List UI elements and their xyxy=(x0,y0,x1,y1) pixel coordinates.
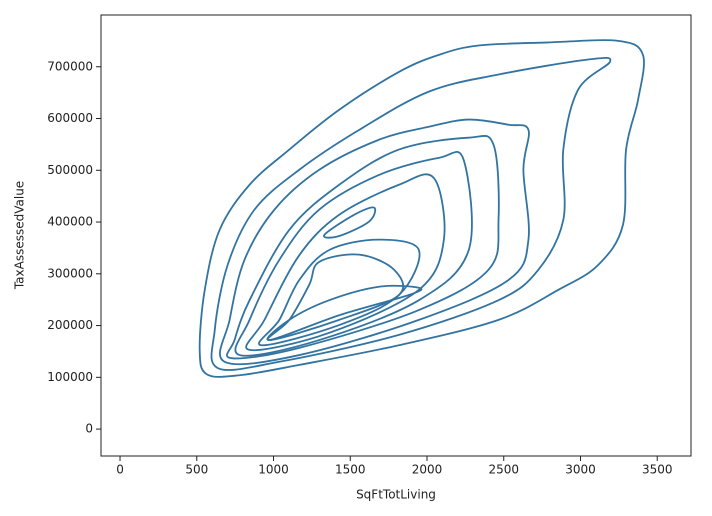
x-tick-label: 3500 xyxy=(642,463,673,477)
x-tick-label: 0 xyxy=(116,463,124,477)
contour-line xyxy=(234,150,473,357)
y-tick-label: 600000 xyxy=(47,111,93,125)
contour-line xyxy=(226,134,500,360)
y-tick-label: 200000 xyxy=(47,318,93,332)
contour-line xyxy=(198,39,645,378)
x-tick-label: 2500 xyxy=(488,463,519,477)
contour-line xyxy=(266,284,423,341)
x-tick-label: 1500 xyxy=(335,463,366,477)
plot-area xyxy=(198,39,645,378)
x-tick-label: 2000 xyxy=(412,463,443,477)
y-axis-label: TaxAssessedValue xyxy=(13,181,27,290)
y-tick-label: 500000 xyxy=(47,163,93,177)
x-tick-label: 1000 xyxy=(258,463,289,477)
contour-line xyxy=(210,56,612,371)
x-axis-label: SqFtTotLiving xyxy=(356,488,436,502)
y-tick-label: 400000 xyxy=(47,215,93,229)
x-tick-label: 500 xyxy=(185,463,208,477)
axes-frame xyxy=(100,14,692,457)
x-tick-label: 3000 xyxy=(565,463,596,477)
y-tick-label: 700000 xyxy=(47,59,93,73)
y-tick-label: 100000 xyxy=(47,370,93,384)
contour-line xyxy=(258,238,421,347)
y-tick-label: 0 xyxy=(85,422,93,436)
contour-line xyxy=(266,253,405,341)
y-tick-label: 300000 xyxy=(47,266,93,280)
contour-line xyxy=(323,206,377,239)
contour-line xyxy=(219,118,530,366)
contour-line xyxy=(245,173,446,352)
